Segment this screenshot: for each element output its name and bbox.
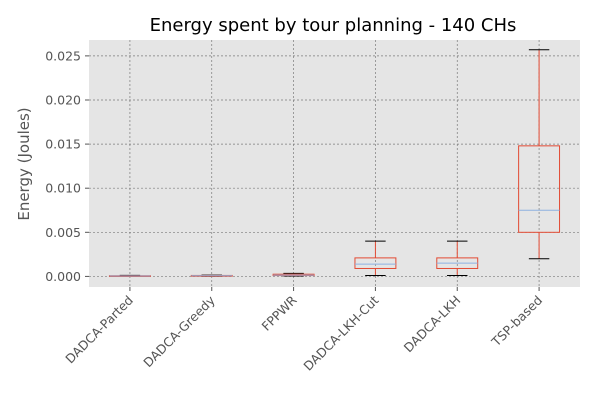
y-tick-label: 0.025 (45, 48, 81, 63)
box-iqr (518, 145, 561, 233)
chart-title: Energy spent by tour planning - 140 CHs (150, 15, 517, 36)
box-dadca-greedy (190, 274, 233, 277)
box-iqr (354, 257, 397, 269)
box-dadca-lkh (436, 240, 479, 277)
y-tick-label: 0.005 (45, 225, 81, 240)
box-dadca-lkh-cut (354, 240, 397, 277)
box-fppwr (272, 272, 315, 277)
y-axis-ticks: 0.000 0.005 0.010 0.015 0.020 0.025 (45, 48, 89, 284)
y-axis-label: Energy (Joules) (15, 107, 33, 220)
plot-area-background (89, 40, 580, 287)
y-tick-label: 0.015 (45, 137, 81, 152)
boxes (108, 49, 561, 278)
y-tick-label: 0.010 (45, 181, 81, 196)
y-tick-label: 0.020 (45, 92, 81, 107)
box-dadca-parted (108, 274, 151, 278)
box-tsp-based (518, 49, 561, 260)
y-tick-label: 0.000 (45, 269, 81, 284)
